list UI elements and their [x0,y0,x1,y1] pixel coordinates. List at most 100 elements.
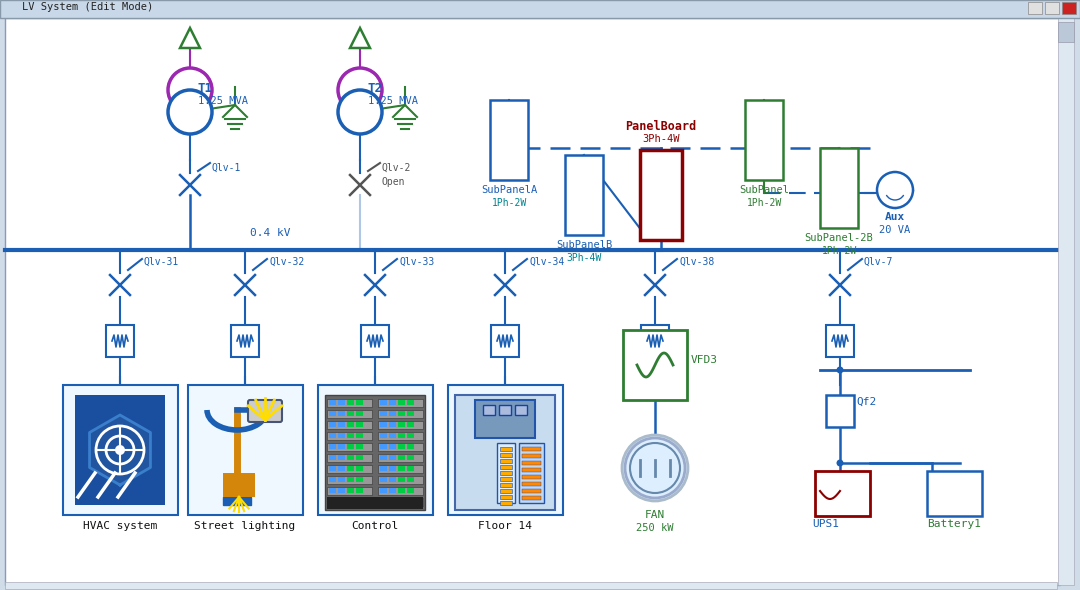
FancyBboxPatch shape [500,489,512,493]
FancyBboxPatch shape [338,433,345,438]
FancyBboxPatch shape [380,488,387,493]
FancyBboxPatch shape [338,499,345,504]
FancyBboxPatch shape [497,443,515,503]
FancyBboxPatch shape [356,400,363,405]
Text: Qlv-2: Qlv-2 [382,163,411,173]
FancyBboxPatch shape [389,455,396,460]
FancyBboxPatch shape [338,411,345,416]
FancyBboxPatch shape [389,411,396,416]
FancyBboxPatch shape [475,400,535,438]
FancyBboxPatch shape [389,400,396,405]
FancyBboxPatch shape [407,455,414,460]
FancyBboxPatch shape [329,400,336,405]
FancyBboxPatch shape [361,325,389,357]
FancyBboxPatch shape [483,405,495,415]
FancyBboxPatch shape [499,405,511,415]
FancyBboxPatch shape [222,473,255,497]
FancyBboxPatch shape [455,395,555,510]
FancyBboxPatch shape [347,400,354,405]
FancyBboxPatch shape [378,465,423,473]
FancyBboxPatch shape [378,454,423,462]
FancyBboxPatch shape [380,444,387,449]
FancyBboxPatch shape [356,444,363,449]
FancyBboxPatch shape [815,471,870,516]
FancyBboxPatch shape [399,433,405,438]
FancyBboxPatch shape [1062,2,1076,14]
FancyBboxPatch shape [380,499,387,504]
Text: 1Ph-2W: 1Ph-2W [822,246,856,256]
FancyBboxPatch shape [565,155,603,235]
Text: Qlv-7: Qlv-7 [864,257,893,267]
FancyBboxPatch shape [399,444,405,449]
FancyBboxPatch shape [329,411,336,416]
FancyBboxPatch shape [490,100,528,180]
Text: SubPanel-2B: SubPanel-2B [805,233,874,243]
FancyBboxPatch shape [329,488,336,493]
FancyBboxPatch shape [329,455,336,460]
FancyBboxPatch shape [500,447,512,451]
FancyBboxPatch shape [407,422,414,427]
FancyBboxPatch shape [389,444,396,449]
Text: Battery1: Battery1 [927,519,981,529]
Text: VFD3: VFD3 [691,355,718,365]
FancyBboxPatch shape [347,411,354,416]
Text: Floor 14: Floor 14 [478,521,532,531]
Text: PanelBoard: PanelBoard [625,120,697,133]
FancyBboxPatch shape [389,422,396,427]
FancyBboxPatch shape [500,477,512,481]
FancyBboxPatch shape [327,399,372,407]
FancyBboxPatch shape [327,465,372,473]
FancyBboxPatch shape [0,0,1080,18]
FancyBboxPatch shape [188,385,303,515]
FancyBboxPatch shape [338,455,345,460]
FancyBboxPatch shape [380,466,387,471]
FancyBboxPatch shape [380,455,387,460]
FancyBboxPatch shape [519,443,544,503]
FancyBboxPatch shape [399,466,405,471]
FancyBboxPatch shape [338,466,345,471]
Text: Qlv-31: Qlv-31 [144,257,179,267]
FancyBboxPatch shape [327,497,423,509]
FancyBboxPatch shape [491,325,519,357]
Text: T1: T1 [198,82,213,95]
FancyBboxPatch shape [380,411,387,416]
Circle shape [106,436,134,464]
FancyBboxPatch shape [407,433,414,438]
Polygon shape [90,415,150,485]
FancyBboxPatch shape [327,432,372,440]
Text: Aux: Aux [885,212,905,222]
Text: UPS1: UPS1 [812,519,839,529]
FancyBboxPatch shape [407,400,414,405]
FancyBboxPatch shape [522,489,541,493]
FancyBboxPatch shape [399,499,405,504]
FancyBboxPatch shape [329,466,336,471]
FancyBboxPatch shape [399,400,405,405]
FancyBboxPatch shape [389,499,396,504]
Text: 1Ph-2W: 1Ph-2W [746,198,782,208]
Text: SubPanelA: SubPanelA [481,185,537,195]
FancyBboxPatch shape [75,395,165,505]
Circle shape [622,435,688,501]
FancyBboxPatch shape [826,395,854,427]
FancyBboxPatch shape [389,477,396,482]
FancyBboxPatch shape [399,411,405,416]
FancyBboxPatch shape [347,455,354,460]
FancyBboxPatch shape [407,499,414,504]
FancyBboxPatch shape [522,475,541,479]
FancyBboxPatch shape [231,325,259,357]
FancyBboxPatch shape [378,487,423,495]
Text: HVAC system: HVAC system [83,521,157,531]
FancyBboxPatch shape [347,466,354,471]
Text: Qlv-34: Qlv-34 [529,257,564,267]
FancyBboxPatch shape [327,476,372,484]
Circle shape [168,90,212,134]
FancyBboxPatch shape [327,443,372,451]
FancyBboxPatch shape [389,466,396,471]
FancyBboxPatch shape [378,410,423,418]
Text: Qlv-32: Qlv-32 [269,257,305,267]
FancyBboxPatch shape [5,18,1059,585]
FancyBboxPatch shape [378,476,423,484]
FancyBboxPatch shape [356,488,363,493]
FancyBboxPatch shape [356,455,363,460]
Circle shape [877,172,913,208]
